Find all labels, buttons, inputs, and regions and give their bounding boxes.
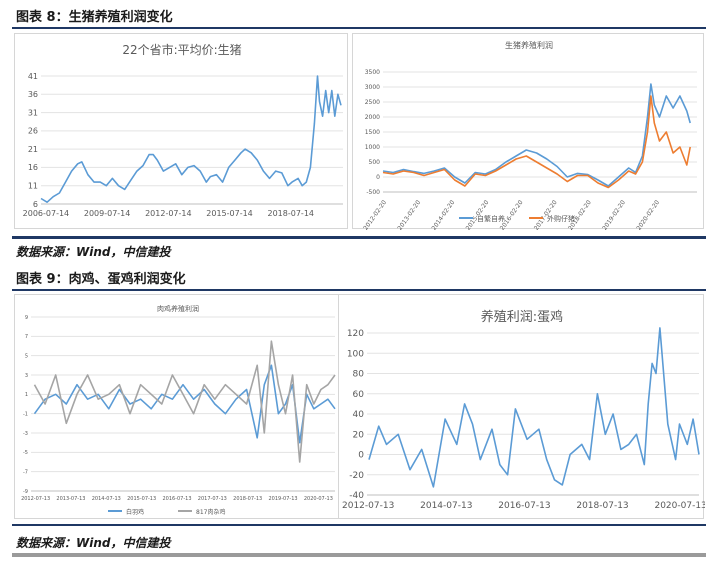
- legend-label: 817肉杂鸡: [196, 508, 225, 516]
- chart-title: 生猪养殖利润: [505, 40, 553, 50]
- x-tick-label: 2013-07-13: [56, 496, 85, 502]
- chart-title: 养殖利润:蛋鸡: [481, 309, 563, 325]
- y-tick-label: 2500: [365, 99, 380, 106]
- footer-bar: [12, 553, 706, 557]
- broiler-profit-chart-panel: 肉鸡养殖利润 -9 -7 -5 -3 -1 1 3 5 7 9 2012-07-13 2013-07-1…: [14, 294, 340, 519]
- y-tick-label: 41: [28, 72, 38, 81]
- y-tick-label: 0: [376, 174, 380, 181]
- legend-label: 白羽鸡: [126, 508, 144, 516]
- y-tick-label: 0: [358, 451, 364, 461]
- x-tick-label: 2015-07-13: [127, 496, 156, 502]
- section-rule: [12, 236, 706, 239]
- y-tick-label: -3: [23, 431, 28, 437]
- x-tick-label: 2016-07-13: [162, 496, 191, 502]
- legend-label: 外购仔猪: [547, 214, 575, 223]
- y-tick-label: -40: [349, 491, 364, 501]
- y-tick-label: 20: [353, 430, 365, 440]
- x-tick-label: 2012-07-13: [342, 501, 394, 511]
- y-tick-label: 21: [28, 145, 38, 154]
- y-tick-label: 80: [353, 370, 365, 380]
- y-tick-label: 60: [353, 390, 365, 400]
- y-tick-label: -1: [23, 411, 28, 417]
- hog-profit-chart-panel: 生猪养殖利润 -500 0 500 1000 1500 2000 2500 3000 3500 20…: [352, 33, 704, 230]
- x-tick-label: 2018-07-14: [268, 209, 315, 218]
- x-tick-label: 2012-02-20: [362, 199, 388, 230]
- x-tick-label: 2014-07-13: [420, 501, 472, 511]
- x-tick-label: 2018-07-13: [233, 496, 262, 502]
- x-tick-label: 2018-07-13: [576, 501, 628, 511]
- x-tick-label: 2015-07-14: [206, 209, 253, 218]
- x-tick-label: 2019-02-20: [601, 199, 627, 230]
- y-tick-label: 3500: [365, 69, 380, 76]
- y-tick-label: -9: [23, 489, 28, 495]
- y-tick-label: 100: [347, 349, 364, 359]
- y-tick-label: 31: [28, 108, 38, 117]
- x-tick-label: 2020-02-20: [635, 199, 661, 230]
- layer-profit-chart: 养殖利润:蛋鸡 -40 -20 0 20 40 60 80 100 120 2012-07-13 20…: [342, 309, 705, 511]
- x-tick-label: 2012-07-14: [145, 209, 192, 218]
- y-tick-label: 6: [33, 200, 38, 209]
- title-rule: [12, 27, 706, 29]
- section-rule: [12, 524, 706, 526]
- source-note: 数据来源：Wind，中信建投: [16, 245, 171, 259]
- y-tick-label: 500: [369, 159, 381, 166]
- hog-price-chart-panel: 22个省市:平均价:生猪 6 11 16 21 26 31 36 41 2006-07-14 200…: [14, 33, 348, 229]
- y-tick-label: -20: [349, 471, 364, 481]
- y-tick-label: 5: [25, 353, 28, 359]
- y-tick-label: 2000: [365, 114, 380, 121]
- figure-9-title: 图表 9：肉鸡、蛋鸡利润变化: [16, 272, 186, 287]
- y-tick-label: 11: [28, 182, 38, 191]
- y-tick-label: 1000: [365, 144, 380, 151]
- series-line: [382, 95, 691, 189]
- x-tick-label: 2014-07-13: [92, 496, 121, 502]
- y-tick-label: 40: [353, 410, 365, 420]
- y-tick-label: 120: [347, 329, 364, 339]
- y-tick-label: -500: [366, 189, 380, 196]
- y-tick-label: 1: [25, 392, 28, 398]
- x-tick-label: 2009-07-14: [84, 209, 131, 218]
- figure-8-title: 图表 8：生猪养殖利润变化: [16, 10, 173, 25]
- x-tick-label: 2020-07-13: [654, 501, 705, 511]
- layer-profit-chart-panel: 养殖利润:蛋鸡 -40 -20 0 20 40 60 80 100 120 2012-07-13 20…: [338, 294, 705, 519]
- y-tick-label: 3000: [365, 84, 380, 91]
- x-tick-label: 2020-07-13: [304, 496, 333, 502]
- series-line: [382, 83, 691, 187]
- y-tick-label: 36: [28, 90, 38, 99]
- y-tick-label: 7: [25, 334, 28, 340]
- hog-profit-chart: 生猪养殖利润 -500 0 500 1000 1500 2000 2500 3000 3500 20…: [362, 40, 697, 230]
- x-tick-label: 2012-07-13: [21, 496, 50, 502]
- legend-label: 自繁自养: [477, 214, 505, 223]
- y-tick-label: 9: [25, 315, 28, 321]
- y-tick-label: 3: [25, 373, 28, 379]
- series-line: [40, 75, 342, 203]
- series-line: [368, 327, 700, 488]
- chart-title: 肉鸡养殖利润: [157, 304, 199, 313]
- x-tick-label: 2017-07-13: [198, 496, 227, 502]
- x-tick-label: 2016-07-13: [498, 501, 550, 511]
- x-tick-label: 2014-02-20: [431, 199, 457, 230]
- x-tick-label: 2013-02-20: [396, 199, 422, 230]
- series-line: [33, 364, 336, 444]
- broiler-profit-chart: 肉鸡养殖利润 -9 -7 -5 -3 -1 1 3 5 7 9 2012-07-13 2013-07-1…: [21, 304, 336, 516]
- y-tick-label: -5: [23, 450, 28, 456]
- y-tick-label: 1500: [365, 129, 380, 136]
- y-tick-label: 16: [28, 163, 38, 172]
- y-tick-label: -7: [23, 469, 28, 475]
- series-line: [33, 340, 336, 463]
- y-tick-label: 26: [28, 127, 38, 136]
- source-note: 数据来源：Wind，中信建投: [16, 536, 171, 550]
- hog-price-chart: 22个省市:平均价:生猪 6 11 16 21 26 31 36 41 2006-07-14 200…: [23, 42, 343, 218]
- x-tick-label: 2006-07-14: [23, 209, 70, 218]
- title-rule: [12, 289, 706, 291]
- chart-title: 22个省市:平均价:生猪: [122, 42, 241, 57]
- x-tick-label: 2019-07-13: [269, 496, 298, 502]
